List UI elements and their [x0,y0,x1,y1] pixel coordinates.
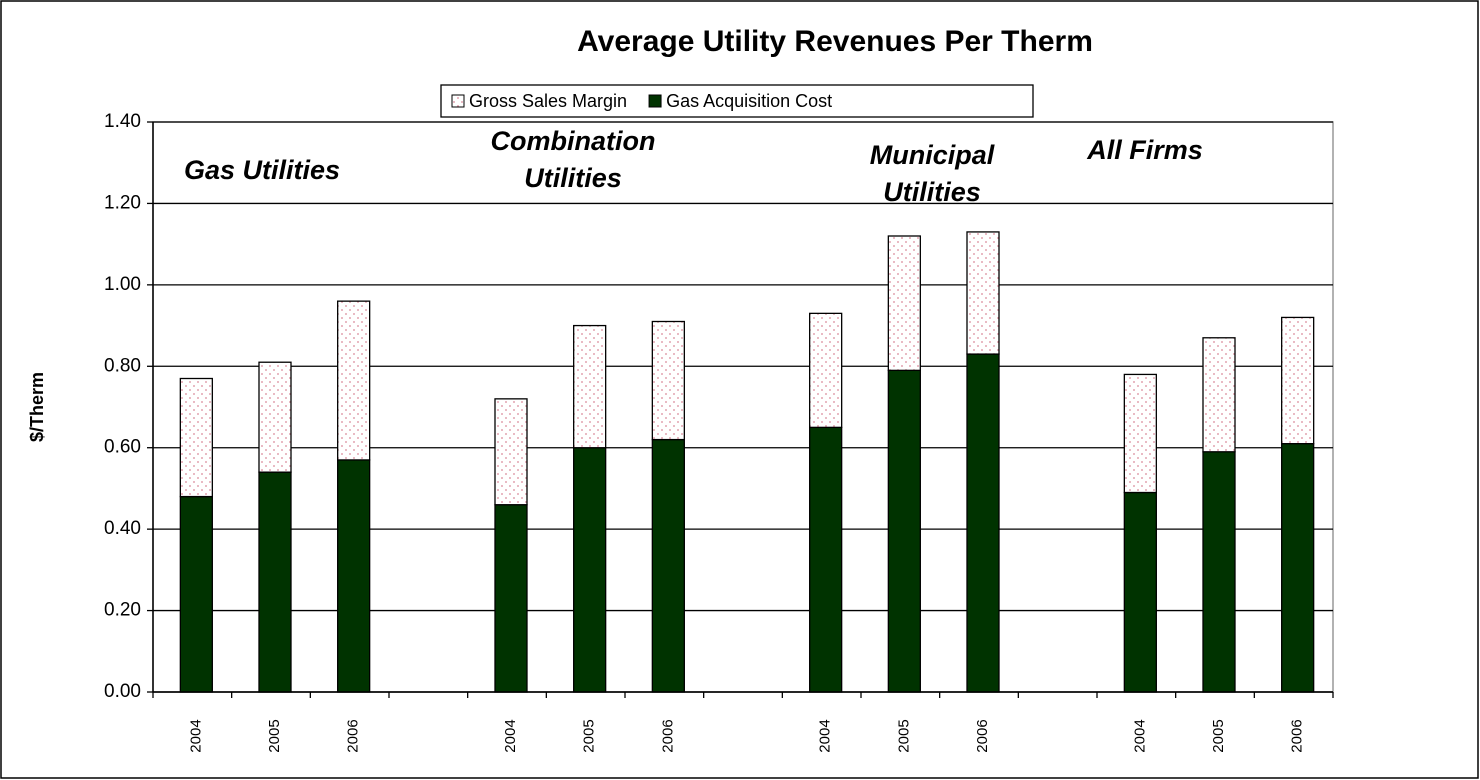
group-label: Utilities [524,163,622,193]
x-tick-label: 2004 [187,719,204,752]
bar-segment [337,300,371,461]
x-tick-label: 2004 [1131,719,1148,752]
x-tick-label: 2005 [895,719,912,752]
bar-segment [1202,451,1236,693]
bar-segment [887,235,921,372]
bar-segment [337,459,371,693]
x-tick-label: 2004 [502,719,519,752]
bar-segment [258,361,292,473]
y-tick-label: 1.40 [104,111,141,132]
bar-segment [573,447,607,693]
bar-segment [887,369,921,693]
legend-swatch [451,94,465,108]
bar-segment [1281,442,1315,693]
group-label: Municipal [870,140,995,170]
bar-segment [1123,491,1157,693]
x-tick-label: 2004 [817,719,834,752]
bar-segment [179,377,213,498]
legend-label: Gas Acquisition Cost [666,91,832,111]
x-tick-label: 2006 [345,719,362,752]
bar-segment [1281,316,1315,445]
bar-segment [258,471,292,693]
group-label: Gas Utilities [184,155,340,185]
bar-segment [573,324,607,449]
x-tick-label: 2006 [974,719,991,752]
legend-label: Gross Sales Margin [469,91,627,111]
legend-swatch [648,94,662,108]
y-tick-label: 0.20 [104,600,141,621]
y-tick-label: 1.00 [104,274,141,295]
x-tick-label: 2005 [581,719,598,752]
group-label: Utilities [883,177,981,207]
chart-title: Average Utility Revenues Per Therm [577,25,1093,58]
bar-segment [809,312,843,429]
bar-segment [809,426,843,693]
bar-segment [966,353,1000,693]
y-tick-label: 0.40 [104,518,141,539]
bar-segment [651,320,685,441]
bar-segment [494,398,528,506]
group-label: Combination [491,126,656,156]
y-tick-label: 1.20 [104,192,141,213]
y-tick-label: 0.60 [104,437,141,458]
x-tick-label: 2005 [1210,719,1227,752]
y-tick-label: 0.80 [104,355,141,376]
group-label: All Firms [1086,135,1203,165]
legend-box [440,84,1034,118]
y-tick-label: 0.00 [104,681,141,702]
x-tick-label: 2005 [266,719,283,752]
bar-segment [1202,337,1236,453]
y-axis-label: $/Therm [27,372,47,442]
x-tick-label: 2006 [1289,719,1306,752]
bar-segment [179,495,213,693]
bar-segment [966,231,1000,355]
bar-segment [1123,373,1157,494]
bar-segment [651,438,685,693]
x-tick-label: 2006 [659,719,676,752]
bar-segment [494,504,528,693]
